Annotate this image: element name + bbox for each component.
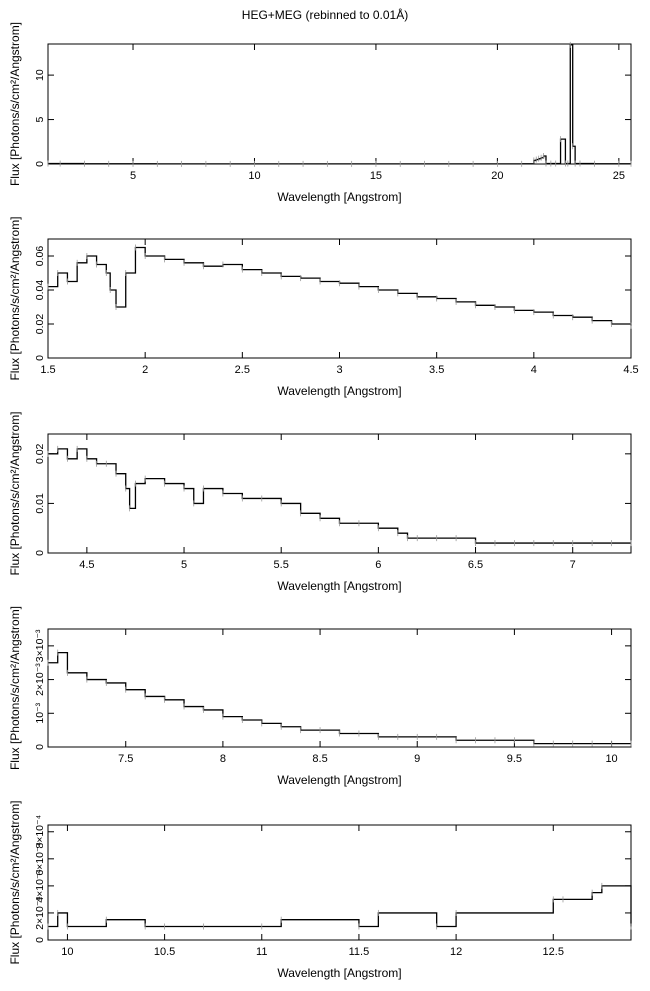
x-tick-label: 10: [248, 170, 260, 182]
y-tick-label: 2×10⁻³: [34, 663, 46, 696]
y-tick-label: 0: [34, 937, 46, 943]
y-tick-label: 10⁻³: [34, 702, 46, 723]
chart-panel-1: 5 10 15 20 25 0 5 10 Wavelength [Angstrom] Flux […: [8, 22, 632, 204]
y-tick-label: 4×10⁻⁴: [34, 869, 46, 903]
x-tick-label: 4.5: [623, 364, 638, 376]
x-tick-label: 8: [220, 753, 226, 765]
series-line: [48, 651, 631, 745]
x-tick-label: 4.5: [79, 559, 94, 571]
series-line: [48, 44, 631, 165]
y-tick-label: 0.02: [34, 443, 46, 464]
x-tick-label: 3.5: [429, 364, 444, 376]
x-tick-label: 15: [370, 170, 382, 182]
x-axis-label: Wavelength [Angstrom]: [277, 966, 401, 980]
y-tick-label: 10: [34, 69, 46, 81]
x-tick-label: 5: [181, 559, 187, 571]
y-tick-label: 0.06: [34, 246, 46, 267]
x-axis-label: Wavelength [Angstrom]: [277, 384, 401, 398]
y-tick-label: 5: [34, 116, 46, 122]
y-axis-label: Flux [Photons/s/cm²/Angstrom]: [8, 800, 22, 964]
y-tick-label: 0: [34, 355, 46, 361]
x-axis-label: Wavelength [Angstrom]: [277, 579, 401, 593]
x-tick-label: 10.5: [154, 946, 175, 958]
x-tick-label: 2: [142, 364, 148, 376]
x-tick-label: 1.5: [40, 364, 55, 376]
y-tick-label: 0.01: [34, 493, 46, 514]
x-tick-label: 3: [336, 364, 342, 376]
x-tick-label: 2.5: [235, 364, 250, 376]
chart-panel-2: 1.5 2 2.5 3 3.5 4 4.5 0 0.02 0.04 0.06 Wavelength […: [8, 216, 639, 398]
x-tick-label: 10: [605, 753, 617, 765]
x-tick-label: 9.5: [507, 753, 522, 765]
y-tick-label: 8×10⁻⁴: [34, 815, 46, 849]
x-tick-label: 7: [570, 559, 576, 571]
y-tick-label: 3×10⁻³: [34, 629, 46, 662]
y-axis-label: Flux [Photons/s/cm²/Angstrom]: [8, 22, 22, 186]
plot-frame: [47, 433, 632, 554]
y-axis-label: Flux [Photons/s/cm²/Angstrom]: [8, 216, 22, 380]
y-tick-label: 0: [34, 550, 46, 556]
figure-title: HEG+MEG (rebinned to 0.01Å): [241, 8, 409, 22]
y-tick-label: 6×10⁻⁴: [34, 842, 46, 876]
series-line: [48, 448, 631, 544]
series-line: [48, 885, 632, 928]
x-tick-label: 5.5: [274, 559, 289, 571]
y-tick-label: 0.02: [34, 314, 46, 335]
x-tick-label: 8.5: [312, 753, 327, 765]
x-tick-label: 11.5: [349, 946, 370, 958]
series-line: [48, 246, 632, 326]
x-axis-label: Wavelength [Angstrom]: [277, 773, 401, 787]
chart-panel-3: 4.5 5 5.5 6 6.5 7 0 0.01 0.02 Wavelength [Angstro…: [8, 411, 632, 593]
x-tick-label: 9: [414, 753, 420, 765]
x-tick-label: 7.5: [118, 753, 133, 765]
x-tick-label: 10: [61, 946, 73, 958]
x-tick-label: 12.5: [543, 946, 564, 958]
y-tick-label: 2×10⁻⁴: [34, 896, 46, 930]
chart-panel-4: 7.5 8 8.5 9 9.5 10 0 10⁻³ 2×10⁻³3×10⁻³ Wavelength…: [8, 606, 632, 787]
y-tick-label: 0.04: [34, 280, 46, 301]
plot-frame: [47, 824, 632, 941]
y-axis-label: Flux [Photons/s/cm²/Angstrom]: [8, 411, 22, 575]
y-axis-label: Flux [Photons/s/cm²/Angstrom]: [8, 606, 22, 770]
x-tick-label: 6: [375, 559, 381, 571]
x-tick-label: 6.5: [468, 559, 483, 571]
x-tick-label: 12: [450, 946, 462, 958]
chart-panel-5: 10 10.5 11 11.5 12 12.5 0 2×10⁻⁴4×10⁻⁴6×10⁻⁴8×1…: [8, 800, 632, 980]
y-tick-label: 0: [34, 161, 46, 167]
x-tick-label: 20: [491, 170, 503, 182]
y-tick-label: 0: [34, 744, 46, 750]
x-tick-label: 4: [531, 364, 537, 376]
x-tick-label: 25: [613, 170, 625, 182]
x-axis-label: Wavelength [Angstrom]: [277, 190, 401, 204]
plot-frame: [47, 628, 632, 748]
plot-frame: [47, 43, 632, 165]
x-tick-label: 5: [130, 170, 136, 182]
x-tick-label: 11: [256, 946, 267, 958]
